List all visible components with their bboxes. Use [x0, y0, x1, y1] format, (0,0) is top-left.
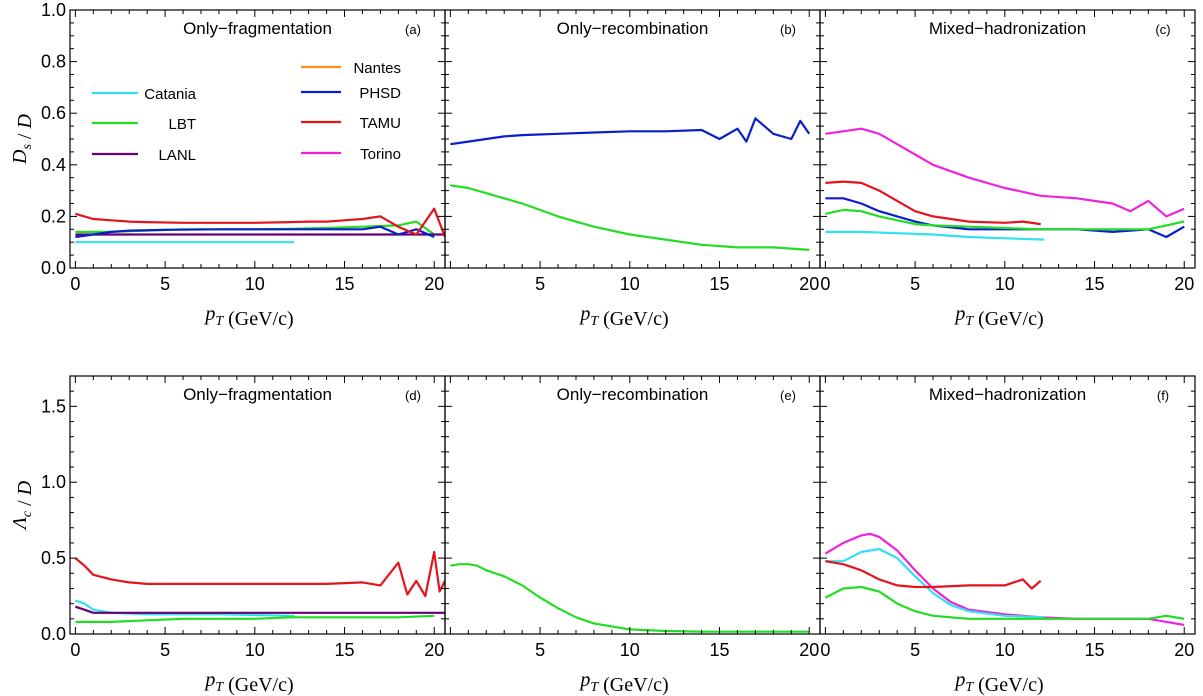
chart-panel: 0 5 10 15 20 0.0 0.5 1.0 1.5 Only−fragmentation (d… [9, 375, 446, 696]
legend-label: TAMU [360, 115, 401, 132]
series-line-tamu [825, 180, 1041, 226]
series-line-lbt [824, 585, 1185, 620]
plot-frame [444, 375, 821, 635]
x-tick-label: 20 [424, 274, 444, 294]
y-tick-label: 0.6 [41, 103, 66, 123]
y-tick-label: 0.0 [41, 258, 66, 278]
x-tick-label: 20 [799, 640, 819, 660]
x-tick-label: 5 [910, 640, 920, 660]
plot-frame [69, 375, 446, 635]
legend-label: Catania [144, 86, 196, 103]
legend-label: Nantes [353, 60, 401, 77]
series-line-lbt [450, 563, 810, 633]
panel-letter: (f) [1157, 388, 1169, 403]
panel-title: Only−fragmentation [183, 385, 332, 404]
series-line-lbt [825, 208, 1185, 231]
axis-label: pT (GeV/c) [578, 669, 668, 696]
y-tick-label: 0.5 [41, 548, 66, 568]
series-line-torino [825, 127, 1185, 218]
panel-title: Only−recombination [557, 385, 709, 404]
y-tick-label: 1.0 [41, 472, 66, 492]
series-line-catania [825, 230, 1045, 241]
axis-label: pT (GeV/c) [203, 303, 293, 330]
x-tick-label: 10 [620, 274, 640, 294]
x-tick-label: 5 [535, 640, 545, 660]
chart-panel: 0 5 10 15 20 0.0 0.2 0.4 0.6 0.8 1.0 Only−fragmenta… [9, 0, 446, 330]
x-tick-label: 0 [70, 640, 80, 660]
series-line-tamu [825, 560, 1042, 590]
axis-label: pT (GeV/c) [953, 669, 1043, 696]
x-tick-label: 20 [1174, 274, 1194, 294]
x-tick-label: 0 [820, 274, 830, 294]
x-tick-label: 15 [1085, 274, 1105, 294]
axis-label: Ds / D [9, 113, 36, 164]
x-tick-label: 0 [70, 274, 80, 294]
axis-label: Λc / D [9, 480, 36, 531]
x-tick-label: 20 [799, 274, 819, 294]
series-line-tamu [75, 207, 445, 238]
x-tick-label: 0 [820, 640, 830, 660]
series-line-phsd [75, 225, 435, 239]
series-line-catania [825, 547, 1045, 619]
series-line-tamu [74, 550, 445, 598]
x-tick-label: 5 [160, 274, 170, 294]
panel-title: Mixed−hadronization [929, 385, 1086, 404]
panel-title: Only−recombination [557, 19, 709, 38]
x-tick-label: 10 [995, 274, 1015, 294]
x-tick-label: 15 [335, 640, 355, 660]
series-line-lbt [75, 614, 435, 624]
plot-frame [819, 375, 1196, 635]
axis-label: pT (GeV/c) [953, 303, 1043, 330]
y-tick-label: 1.0 [41, 0, 66, 20]
plot-frame [444, 9, 821, 269]
chart-panel: 0 5 10 15 20 Mixed−hadronization (c) pT (GeV/c) [819, 9, 1196, 330]
y-tick-label: 1.5 [41, 396, 66, 416]
x-tick-label: 10 [245, 640, 265, 660]
series-line-phsd [450, 117, 811, 146]
panel-letter: (d) [405, 388, 421, 403]
x-tick-label: 5 [910, 274, 920, 294]
y-tick-label: 0.0 [41, 624, 66, 644]
legend-label: LANL [158, 147, 196, 164]
panel-title: Only−fragmentation [183, 19, 332, 38]
panel-letter: (b) [780, 22, 796, 37]
chart-panel: 5 10 15 20 Only−recombination (e) pT (GeV/c) [444, 375, 821, 696]
legend: Catania LBT LANL Nantes PHSD TAMU Torino [92, 60, 401, 164]
x-tick-label: 10 [995, 640, 1015, 660]
panel-letter: (e) [780, 388, 796, 403]
x-tick-label: 15 [1085, 640, 1105, 660]
series-line-lanl [75, 605, 445, 614]
series-line-phsd [825, 197, 1185, 239]
x-tick-label: 15 [335, 274, 355, 294]
axis-label: pT (GeV/c) [203, 669, 293, 696]
y-tick-label: 0.4 [41, 155, 66, 175]
panel-letter: (a) [405, 22, 421, 37]
legend-label: PHSD [359, 85, 401, 102]
legend-label: LBT [168, 116, 196, 133]
axis-label: pT (GeV/c) [578, 303, 668, 330]
x-tick-label: 5 [160, 640, 170, 660]
x-tick-label: 10 [620, 640, 640, 660]
x-tick-label: 5 [535, 274, 545, 294]
x-tick-label: 20 [1174, 640, 1194, 660]
y-tick-label: 0.8 [41, 52, 66, 72]
x-tick-label: 10 [245, 274, 265, 294]
panel-letter: (c) [1155, 22, 1170, 37]
legend-label: Torino [360, 146, 401, 163]
chart-panel: 5 10 15 20 Only−recombination (b) pT (GeV/c) [444, 9, 821, 330]
y-tick-label: 0.2 [41, 206, 66, 226]
chart-panel: 0 5 10 15 20 Mixed−hadronization (f) pT (GeV/c) [819, 375, 1196, 696]
panel-title: Mixed−hadronization [929, 19, 1086, 38]
series-line-lbt [450, 184, 810, 251]
x-tick-label: 15 [710, 640, 730, 660]
x-tick-label: 20 [424, 640, 444, 660]
x-tick-label: 15 [710, 274, 730, 294]
